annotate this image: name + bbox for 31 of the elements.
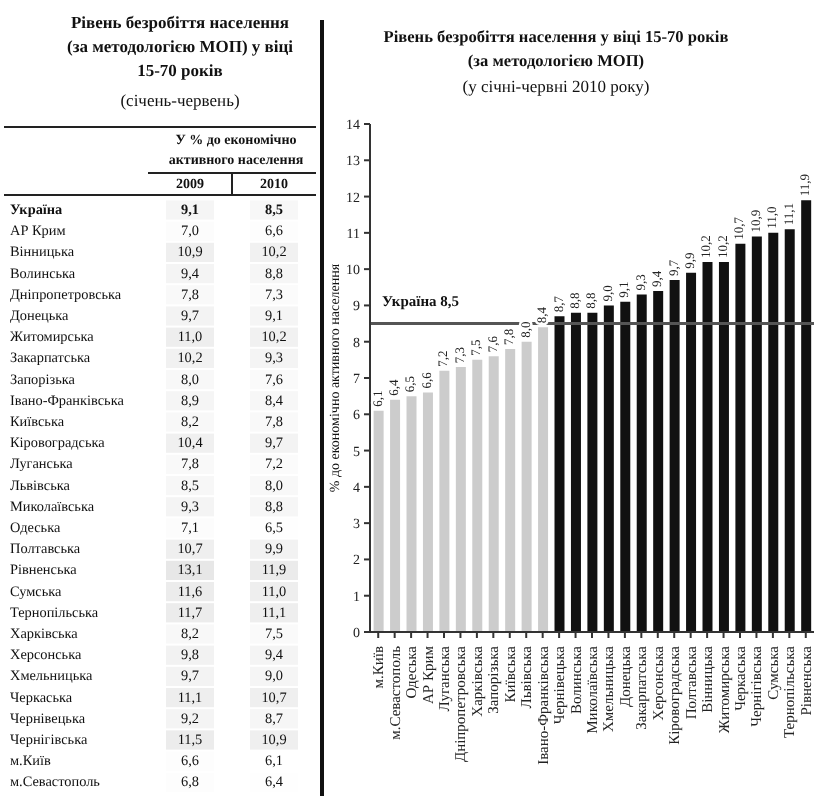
bar [406,396,417,632]
bar [784,229,795,632]
bar [620,301,631,632]
chart-subtitle: (січень-червень) [118,88,242,112]
bar [439,370,450,632]
bar [801,200,812,632]
bar [686,272,697,632]
bar [455,367,466,632]
bar [768,232,779,632]
bar [603,305,614,632]
bar [488,356,499,632]
chart-title: Рівень безробіття населення у віці 15-70 років (за методологією МОП) [381,26,731,74]
bar [521,341,532,632]
bar [505,348,516,632]
bar [554,316,565,632]
bar [373,410,384,632]
bar [390,399,401,632]
bar [669,280,680,632]
bar [636,294,647,632]
bar [570,312,581,632]
bar [472,359,483,632]
bar [538,327,549,632]
bar [587,312,598,632]
chart-subtitle: (у січні-червні 2010 року) [460,74,652,98]
bar [702,261,713,632]
bar [422,392,433,632]
bar [751,236,762,632]
chart-title: Рівень безробіття населення (за методологією МОП) у віці 15-70 років [64,10,295,82]
bar [735,243,746,632]
bar [718,261,729,632]
bar [653,290,664,632]
